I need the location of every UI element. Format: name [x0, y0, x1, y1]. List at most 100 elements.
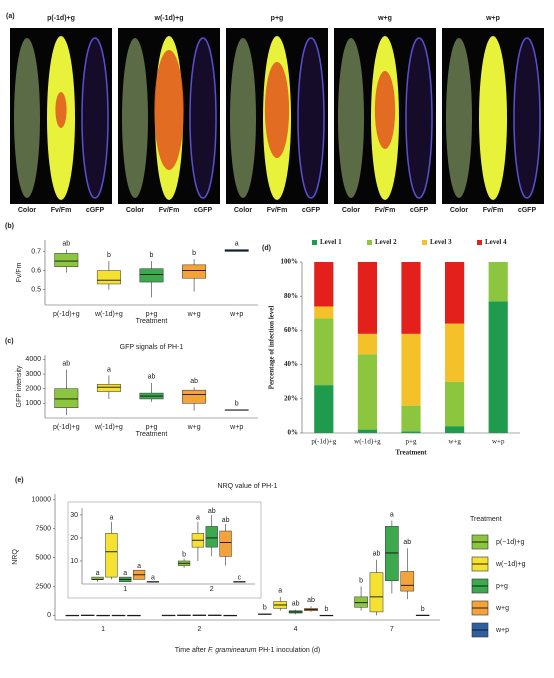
- significance-letter: ab: [190, 378, 198, 385]
- legend-title: Treatment: [470, 516, 502, 523]
- bar-segment: [488, 262, 508, 302]
- panel-label: (c): [5, 338, 14, 345]
- bar-segment: [401, 262, 421, 334]
- bar-segment: [357, 429, 377, 433]
- legend-label: Level 4: [485, 238, 507, 246]
- photo-label: Color: [126, 207, 145, 214]
- bar-segment: [314, 306, 334, 319]
- x-tick-label: 2: [210, 586, 214, 593]
- y-tick-label: 2500: [35, 583, 51, 590]
- legend-swatch: [312, 240, 317, 245]
- y-tick-label: 40%: [284, 360, 298, 368]
- photo-label: Color: [342, 207, 361, 214]
- box: [182, 264, 207, 279]
- photo-label: Fv/Fm: [267, 207, 288, 214]
- legend-swatch: [367, 240, 372, 245]
- bar-segment: [401, 333, 421, 406]
- y-tick-label: 60%: [284, 326, 298, 334]
- significance-letter: a: [107, 366, 111, 373]
- y-tick-label: 0.5: [31, 287, 41, 294]
- panel-label: (e): [15, 477, 24, 484]
- panel-label: (d): [262, 245, 271, 252]
- panel-label: (b): [5, 223, 14, 230]
- significance-letter: ab: [292, 600, 300, 607]
- photo-label: cGFP: [302, 207, 321, 214]
- y-tick-label: 3000: [25, 371, 41, 378]
- chart-title: NRQ value of PH-1: [218, 483, 278, 490]
- panel-label: (a): [6, 13, 15, 20]
- y-tick-label: 0.7: [31, 248, 41, 255]
- photo-label: cGFP: [194, 207, 213, 214]
- y-tick-label: 10000: [32, 497, 52, 504]
- spike-gfp: [405, 37, 433, 199]
- x-tick-label: 1: [101, 626, 105, 633]
- x-axis-label: Treatment: [395, 449, 427, 457]
- y-tick-label: 100%: [281, 258, 299, 266]
- x-axis-label-part: Time after: [175, 647, 208, 654]
- x-tick-label: p(-1d)+g: [311, 438, 336, 446]
- x-tick-label: w+p: [492, 438, 505, 446]
- spike-color: [122, 38, 148, 198]
- box: [54, 388, 79, 408]
- legend-label: w+g: [495, 605, 509, 612]
- significance-letter: ab: [62, 360, 70, 367]
- box: [400, 571, 415, 592]
- y-axis-label: NRQ: [12, 549, 19, 565]
- y-tick-label: 2000: [25, 386, 41, 393]
- x-tick-label: p+g: [406, 438, 417, 446]
- x-tick-label: 7: [390, 626, 394, 633]
- legend-label: w+p: [495, 627, 509, 634]
- bar-segment: [401, 431, 421, 433]
- spike-lesion: [154, 50, 184, 170]
- photo-label: Fv/Fm: [159, 207, 180, 214]
- photo-title: w(-1d)+g: [154, 15, 184, 22]
- spike-gfp: [189, 37, 217, 199]
- significance-letter: b: [359, 577, 363, 584]
- bar-segment: [488, 301, 508, 433]
- photo-label: Fv/Fm: [51, 207, 72, 214]
- significance-letter: b: [150, 252, 154, 259]
- bar-segment: [401, 405, 421, 432]
- photo-label: cGFP: [86, 207, 105, 214]
- x-tick-label: p(-1d)+g: [53, 424, 80, 431]
- x-tick-label: p+g: [146, 424, 158, 431]
- photo-title: w+g: [377, 15, 392, 22]
- y-axis-label: GFP intensity: [16, 365, 23, 407]
- x-tick-label: p(-1d)+g: [53, 311, 80, 318]
- y-tick-label: 0%: [288, 429, 299, 437]
- box: [219, 530, 232, 557]
- bar-segment: [445, 323, 465, 382]
- box: [354, 596, 368, 608]
- box: [96, 270, 121, 285]
- spike-color: [338, 38, 364, 198]
- box: [369, 572, 384, 613]
- photo-title: p(-1d)+g: [47, 15, 75, 22]
- significance-letter: ab: [222, 517, 230, 524]
- legend-label: Level 2: [375, 238, 397, 246]
- significance-letter: a: [137, 563, 141, 570]
- significance-letter: b: [182, 552, 186, 559]
- legend-label: p+g: [496, 583, 508, 590]
- chart-title: GFP signals of PH-1: [120, 344, 184, 351]
- spike-gfp: [81, 37, 109, 199]
- x-axis-label-part: F. graminearum: [208, 647, 257, 654]
- photo-label: cGFP: [410, 207, 429, 214]
- x-tick-label: w(-1d)+g: [94, 311, 123, 318]
- x-axis-label: Time after F. graminearum PH-1 inoculati…: [175, 647, 321, 654]
- spike-color: [230, 38, 256, 198]
- y-tick-label: 5000: [35, 554, 51, 561]
- x-tick-label: 2: [197, 626, 201, 633]
- bar-segment: [357, 333, 377, 355]
- bar-segment: [445, 262, 465, 324]
- x-tick-label: w+p: [229, 424, 243, 431]
- spike-fvfm: [479, 36, 507, 200]
- significance-letter: ab: [148, 374, 156, 381]
- significance-letter: ab: [62, 240, 70, 247]
- bar-segment: [314, 262, 334, 307]
- x-tick-label: w+g: [187, 311, 201, 318]
- bar-segment: [357, 354, 377, 430]
- photo-title: w+p: [485, 15, 500, 22]
- legend-swatch: [422, 240, 427, 245]
- significance-letter: ab: [208, 508, 216, 515]
